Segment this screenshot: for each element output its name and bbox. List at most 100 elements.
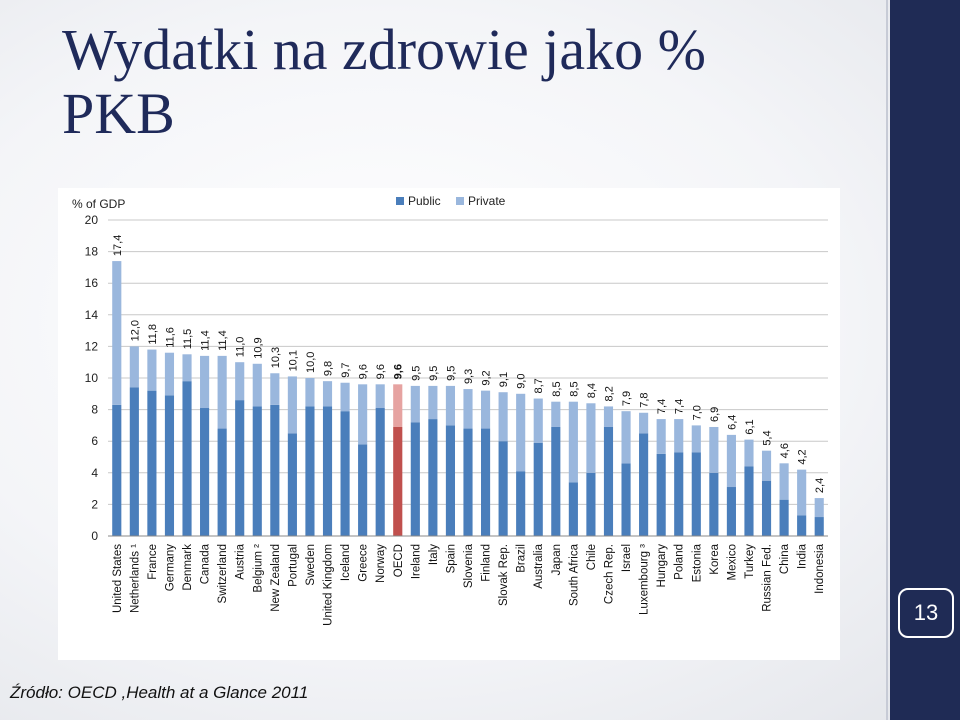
y-axis-label: % of GDP bbox=[72, 197, 125, 211]
x-category-label: Turkey bbox=[744, 544, 756, 579]
page-number-badge: 13 bbox=[898, 588, 954, 638]
x-category-label: Austria bbox=[235, 543, 247, 579]
bar-public bbox=[603, 426, 614, 536]
x-category-label: Russian Fed. bbox=[762, 544, 774, 612]
bar-private bbox=[533, 398, 543, 443]
x-category-label: Finland bbox=[481, 544, 493, 582]
x-category-label: Poland bbox=[674, 544, 686, 580]
bar-public bbox=[393, 426, 403, 536]
bar-public bbox=[498, 441, 508, 536]
bar-total-label: 8,2 bbox=[603, 386, 615, 401]
bar-public bbox=[726, 487, 736, 536]
bar-total-label: 9,1 bbox=[498, 372, 510, 387]
bar-total-label: 7,0 bbox=[691, 405, 703, 420]
health-spending-chart: % of GDP 0 2 4 6 8 10 12 14 16 18 20 Public Private 17… bbox=[72, 194, 828, 626]
bar-private bbox=[340, 382, 350, 412]
x-category-label: Chile bbox=[586, 544, 598, 570]
bar-total-label: 12,0 bbox=[129, 320, 141, 341]
bar-public bbox=[305, 406, 315, 536]
bar-public bbox=[428, 419, 438, 536]
side-divider-line bbox=[886, 0, 888, 720]
x-category-label: India bbox=[797, 543, 809, 569]
bar-total-label: 8,5 bbox=[551, 381, 563, 396]
bar-total-label: 8,7 bbox=[533, 378, 545, 393]
bar-total-label: 10,3 bbox=[270, 347, 282, 368]
x-category-label: Slovak Rep. bbox=[498, 544, 510, 606]
bar-total-label: 17,4 bbox=[112, 235, 124, 256]
bar-private bbox=[235, 362, 245, 401]
bar-private bbox=[305, 378, 315, 407]
bar-total-label: 9,3 bbox=[463, 369, 475, 384]
x-category-label: Greece bbox=[358, 544, 370, 582]
bar-total-label: 6,1 bbox=[744, 419, 756, 434]
bar-private bbox=[568, 401, 578, 483]
bar-private bbox=[164, 352, 175, 396]
x-category-label: Netherlands ¹ bbox=[129, 544, 141, 613]
x-category-label: Brazil bbox=[516, 544, 528, 573]
x-category-label: Hungary bbox=[656, 544, 668, 588]
bar-total-label: 9,2 bbox=[481, 370, 493, 385]
bar-total-label: 4,2 bbox=[797, 449, 809, 464]
bar-public bbox=[568, 482, 578, 536]
bar-total-label: 9,5 bbox=[410, 366, 422, 381]
bar-public bbox=[252, 406, 262, 536]
bar-public bbox=[639, 433, 649, 536]
bar-public bbox=[744, 466, 754, 536]
x-category-label: Italy bbox=[428, 544, 440, 565]
bar-total-label: 5,4 bbox=[762, 430, 774, 445]
x-category-label: China bbox=[779, 543, 791, 574]
bar-private bbox=[270, 373, 280, 405]
bar-total-label: 7,4 bbox=[674, 399, 686, 414]
bar-total-label: 11,6 bbox=[164, 327, 176, 348]
bar-public bbox=[375, 408, 385, 536]
bar-public bbox=[779, 499, 789, 536]
bar-public bbox=[112, 404, 122, 536]
bar-public bbox=[270, 404, 280, 536]
bar-private bbox=[182, 354, 192, 382]
y-tick-label: 6 bbox=[91, 434, 98, 448]
legend-swatch-private bbox=[456, 197, 464, 205]
bar-public bbox=[129, 387, 139, 536]
bar-private bbox=[252, 363, 262, 407]
bar-public bbox=[533, 442, 543, 536]
bar-total-label: 9,0 bbox=[516, 374, 528, 389]
y-tick-label: 2 bbox=[91, 497, 98, 511]
x-category-label: South Africa bbox=[568, 543, 580, 606]
bar-total-label: 6,9 bbox=[709, 407, 721, 422]
bar-public bbox=[674, 452, 684, 536]
bar-private bbox=[639, 412, 649, 434]
bar-private bbox=[498, 392, 508, 442]
bar-total-label: 9,5 bbox=[445, 366, 457, 381]
bar-total-label: 11,0 bbox=[235, 337, 247, 358]
x-category-label: Mexico bbox=[726, 544, 738, 580]
x-category-label: Korea bbox=[709, 543, 721, 574]
x-category-label: Luxembourg ³ bbox=[639, 544, 651, 615]
bar-private bbox=[586, 403, 596, 473]
y-tick-label: 14 bbox=[85, 308, 99, 322]
x-category-label: Indonesia bbox=[814, 543, 826, 593]
bar-total-label: 7,4 bbox=[656, 399, 668, 414]
x-category-label: Spain bbox=[445, 544, 457, 573]
bar-private bbox=[709, 426, 719, 473]
bar-private bbox=[129, 346, 139, 388]
bar-public bbox=[797, 515, 807, 536]
bar-total-label: 7,9 bbox=[621, 391, 633, 406]
x-category-label: OECD bbox=[393, 544, 405, 577]
bar-private bbox=[428, 385, 438, 420]
bar-public bbox=[147, 390, 157, 536]
x-category-label: Australia bbox=[533, 543, 545, 588]
bar-public bbox=[200, 408, 210, 536]
bar-private bbox=[551, 401, 561, 427]
bar-private bbox=[744, 439, 754, 467]
bar-public bbox=[586, 472, 596, 536]
bar-public bbox=[691, 452, 701, 536]
bar-private bbox=[691, 425, 701, 453]
bar-private bbox=[480, 390, 491, 429]
bar-public bbox=[182, 381, 192, 536]
x-category-label: France bbox=[147, 544, 159, 580]
bar-total-label: 8,5 bbox=[568, 381, 580, 396]
y-tick-label: 0 bbox=[91, 529, 98, 543]
x-category-label: Estonia bbox=[691, 543, 703, 582]
bar-public bbox=[164, 395, 175, 536]
x-category-label: Germany bbox=[164, 544, 176, 592]
